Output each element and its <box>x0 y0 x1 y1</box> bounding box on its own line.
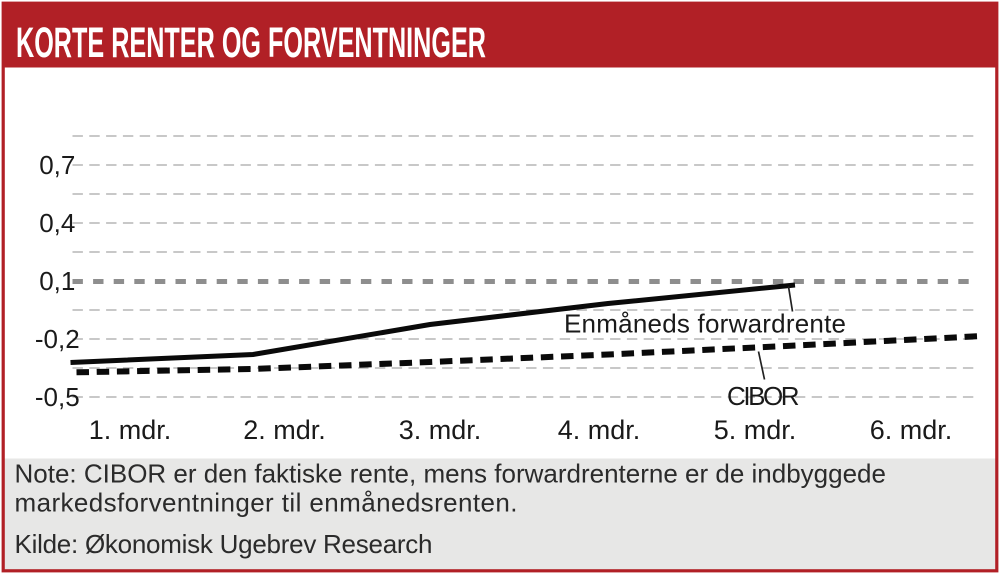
svg-text:4. mdr.: 4. mdr. <box>558 415 641 445</box>
svg-text:1. mdr.: 1. mdr. <box>89 415 172 445</box>
svg-text:-0,5: -0,5 <box>35 382 80 412</box>
svg-text:0,7: 0,7 <box>39 150 75 180</box>
svg-text:markedsforventninger til enmån: markedsforventninger til enmånedsrenten. <box>15 488 518 518</box>
svg-text:3. mdr.: 3. mdr. <box>399 415 482 445</box>
svg-text:-0,2: -0,2 <box>35 324 80 354</box>
svg-text:6. mdr.: 6. mdr. <box>870 415 953 445</box>
svg-text:KORTE RENTER OG FORVENTNINGER: KORTE RENTER OG FORVENTNINGER <box>16 19 486 67</box>
svg-text:0,4: 0,4 <box>39 208 75 238</box>
svg-text:2. mdr.: 2. mdr. <box>243 415 326 445</box>
svg-text:Kilde: Økonomisk Ugebrev Resea: Kilde: Økonomisk Ugebrev Research <box>15 529 433 559</box>
svg-text:0,1: 0,1 <box>39 266 75 296</box>
svg-text:Enmåneds forwardrente: Enmåneds forwardrente <box>564 309 846 339</box>
svg-text:CIBOR: CIBOR <box>727 381 800 411</box>
svg-text:Note: CIBOR er den faktiske re: Note: CIBOR er den faktiske rente, mens … <box>15 459 886 489</box>
svg-text:5. mdr.: 5. mdr. <box>714 415 797 445</box>
